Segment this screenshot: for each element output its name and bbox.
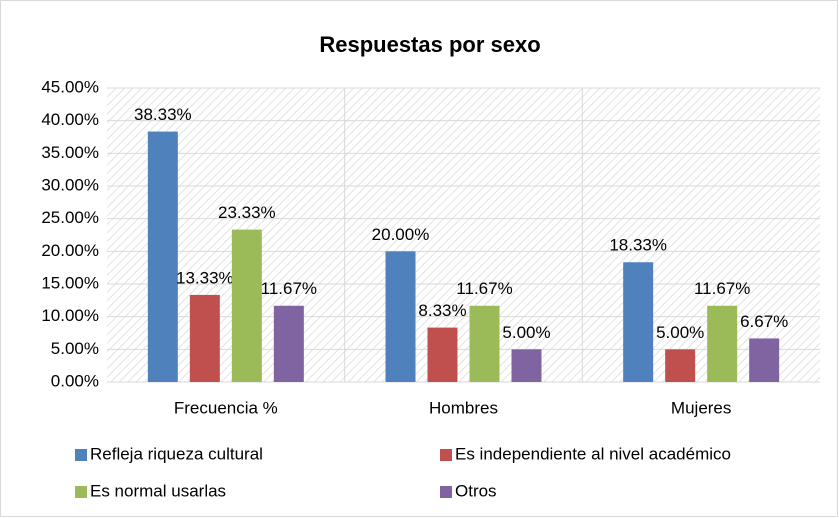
value-label: 8.33% (418, 301, 466, 320)
bar (273, 305, 304, 382)
legend-label: Es independiente al nivel académico (455, 444, 731, 463)
value-label: 11.67% (456, 279, 512, 298)
bar (511, 349, 542, 382)
legend-label: Otros (455, 481, 497, 500)
y-tick-label: 35.00% (41, 143, 99, 162)
bar (385, 251, 416, 382)
y-tick-label: 45.00% (41, 77, 99, 96)
legend-swatch (440, 486, 452, 498)
value-label: 11.67% (261, 279, 317, 298)
chart-title: Respuestas por sexo (319, 32, 540, 57)
y-tick-label: 0.00% (51, 371, 99, 390)
legend-label: Es normal usarlas (90, 481, 226, 500)
bar (231, 229, 262, 382)
value-label: 5.00% (502, 323, 550, 342)
value-label: 20.00% (372, 225, 430, 244)
value-label: 38.33% (134, 105, 192, 124)
bar (665, 349, 696, 382)
x-tick-label: Hombres (429, 398, 498, 417)
bar (469, 305, 500, 382)
y-tick-label: 5.00% (51, 339, 99, 358)
legend-swatch (440, 449, 452, 461)
y-tick-label: 40.00% (41, 110, 99, 129)
plot-area (107, 88, 820, 382)
value-label: 23.33% (218, 203, 276, 222)
value-label: 18.33% (609, 236, 667, 255)
y-tick-label: 25.00% (41, 208, 99, 227)
bar (147, 131, 178, 382)
bar (707, 305, 738, 382)
value-label: 6.67% (740, 312, 788, 331)
bar (623, 262, 654, 382)
bar (749, 338, 780, 382)
y-tick-label: 10.00% (41, 306, 99, 325)
y-tick-label: 30.00% (41, 175, 99, 194)
value-label: 5.00% (656, 323, 704, 342)
legend-swatch (75, 449, 87, 461)
legend-swatch (75, 486, 87, 498)
legend-label: Refleja riqueza cultural (90, 444, 263, 463)
bar (427, 327, 458, 382)
y-tick-label: 15.00% (41, 273, 99, 292)
y-tick-label: 20.00% (41, 241, 99, 260)
bar (189, 294, 220, 382)
x-tick-label: Frecuencia % (174, 398, 278, 417)
x-tick-label: Mujeres (671, 398, 731, 417)
value-label: 13.33% (176, 268, 234, 287)
value-label: 11.67% (694, 279, 750, 298)
